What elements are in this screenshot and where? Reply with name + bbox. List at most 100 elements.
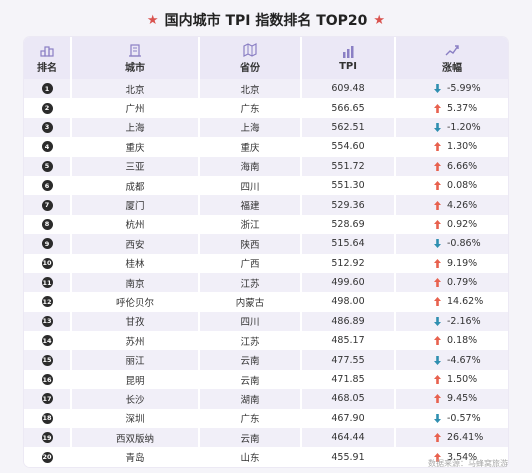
table-header: 排名 城市 省份 TPI <box>24 37 508 79</box>
tpi-cell: 512.92 <box>300 253 394 273</box>
rank-badge: 2 <box>41 102 53 114</box>
change-value: 6.66% <box>447 160 478 172</box>
arrow-up-icon <box>434 200 441 210</box>
change-cell: -5.99% <box>394 79 508 99</box>
change-cell: 0.18% <box>394 331 508 351</box>
table-row: 12 呼伦贝尔 内蒙古 498.00 14.62% <box>24 292 508 312</box>
tpi-cell: 562.51 <box>300 117 394 138</box>
rank-badge: 10 <box>41 257 53 269</box>
province-cell: 广东 <box>198 98 300 118</box>
arrow-up-icon <box>434 336 441 346</box>
change-cell: -0.57% <box>394 408 508 429</box>
change-cell: 9.19% <box>394 253 508 273</box>
table-row: 9 西安 陕西 515.64 -0.86% <box>24 234 508 254</box>
change-cell: 0.79% <box>394 272 508 293</box>
city-cell: 广州 <box>70 98 198 118</box>
city-cell: 桂林 <box>70 253 198 273</box>
header-tpi: TPI <box>300 37 394 79</box>
tpi-cell: 609.48 <box>300 79 394 99</box>
rank-badge: 13 <box>41 315 53 327</box>
rank-cell: 10 <box>24 254 70 273</box>
header-change: 涨幅 <box>394 37 508 79</box>
rank-badge: 1 <box>41 83 53 95</box>
change-cell: 6.66% <box>394 156 508 176</box>
rank-badge: 14 <box>41 335 53 347</box>
province-cell: 海南 <box>198 156 300 176</box>
tpi-cell: 499.60 <box>300 272 394 293</box>
change-value: -1.20% <box>447 121 481 133</box>
change-cell: -0.86% <box>394 234 508 254</box>
rank-badge: 20 <box>41 451 53 463</box>
table-row: 15 丽江 云南 477.55 -4.67% <box>24 350 508 370</box>
rank-cell: 8 <box>24 215 70 234</box>
rank-cell: 11 <box>24 273 70 292</box>
arrow-up-icon <box>434 103 441 113</box>
province-cell: 上海 <box>198 117 300 138</box>
change-cell: -1.20% <box>394 117 508 138</box>
arrow-up-icon <box>434 181 441 191</box>
header-city: 城市 <box>70 37 198 79</box>
rank-cell: 12 <box>24 292 70 311</box>
table-row: 13 甘孜 四川 486.89 -2.16% <box>24 311 508 332</box>
change-cell: 9.45% <box>394 389 508 409</box>
table-row: 6 成都 四川 551.30 0.08% <box>24 175 508 196</box>
rank-badge: 7 <box>41 199 53 211</box>
city-cell: 西双版纳 <box>70 428 198 448</box>
tpi-cell: 566.65 <box>300 98 394 118</box>
change-value: 14.62% <box>447 296 484 308</box>
change-value: -0.57% <box>447 412 481 424</box>
tpi-cell: 528.69 <box>300 214 394 235</box>
province-cell: 云南 <box>198 350 300 370</box>
arrow-up-icon <box>434 375 441 385</box>
city-cell: 甘孜 <box>70 311 198 332</box>
change-value: -5.99% <box>447 83 481 95</box>
table-row: 20 青岛 山东 455.91 3.54% <box>24 447 508 467</box>
tpi-cell: 551.30 <box>300 175 394 196</box>
building-icon <box>129 43 141 57</box>
province-cell: 云南 <box>198 428 300 448</box>
change-value: 3.54% <box>447 451 478 463</box>
province-cell: 山东 <box>198 447 300 467</box>
tpi-cell: 554.60 <box>300 137 394 157</box>
arrow-down-icon <box>434 122 441 132</box>
change-cell: 3.54% <box>394 447 508 467</box>
change-value: 5.37% <box>447 102 478 114</box>
rank-cell: 16 <box>24 370 70 389</box>
rank-badge: 6 <box>41 180 53 192</box>
rank-badge: 15 <box>41 354 53 366</box>
change-cell: -4.67% <box>394 350 508 370</box>
rank-badge: 5 <box>41 160 53 172</box>
change-value: 0.92% <box>447 218 478 230</box>
province-cell: 四川 <box>198 311 300 332</box>
tpi-cell: 515.64 <box>300 234 394 254</box>
rank-cell: 17 <box>24 389 70 408</box>
rank-badge: 17 <box>41 393 53 405</box>
table-row: 19 西双版纳 云南 464.44 26.41% <box>24 428 508 448</box>
arrow-down-icon <box>434 316 441 326</box>
tpi-cell: 471.85 <box>300 369 394 390</box>
province-cell: 云南 <box>198 369 300 390</box>
change-value: 4.26% <box>447 199 478 211</box>
title-text: 国内城市 TPI 指数排名 TOP20 <box>164 13 368 29</box>
rank-badge: 8 <box>41 218 53 230</box>
arrow-down-icon <box>434 84 441 94</box>
province-cell: 湖南 <box>198 389 300 409</box>
tpi-cell: 464.44 <box>300 428 394 448</box>
change-value: -4.67% <box>447 354 481 366</box>
tpi-cell: 551.72 <box>300 156 394 176</box>
rank-cell: 1 <box>24 79 70 98</box>
ranking-table: 排名 城市 省份 TPI <box>24 37 508 467</box>
city-cell: 北京 <box>70 79 198 99</box>
footer-source: 数据来源：马蜂窝旅游 <box>428 459 508 468</box>
rank-badge: 19 <box>41 432 53 444</box>
city-cell: 昆明 <box>70 369 198 390</box>
tpi-cell: 477.55 <box>300 350 394 370</box>
change-cell: 26.41% <box>394 428 508 448</box>
arrow-down-icon <box>434 355 441 365</box>
table-row: 8 杭州 浙江 528.69 0.92% <box>24 214 508 235</box>
rank-cell: 5 <box>24 157 70 176</box>
podium-icon <box>40 45 54 57</box>
table-row: 11 南京 江苏 499.60 0.79% <box>24 272 508 293</box>
province-cell: 北京 <box>198 79 300 99</box>
table-row: 1 北京 北京 609.48 -5.99% <box>24 79 508 99</box>
